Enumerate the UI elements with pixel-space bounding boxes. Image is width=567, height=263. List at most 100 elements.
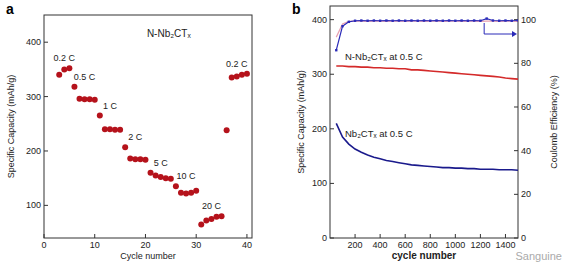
- x-tick-label: 30: [191, 240, 201, 250]
- y-tick: [330, 183, 334, 184]
- point: [239, 72, 245, 78]
- plot-frame: [44, 15, 252, 238]
- point: [492, 19, 494, 21]
- point: [224, 127, 230, 133]
- point: [404, 20, 406, 22]
- x-tick: [145, 234, 146, 238]
- y-tick-label: 200: [312, 124, 327, 134]
- y2-tick: [514, 150, 518, 151]
- point: [341, 25, 343, 27]
- point: [460, 19, 462, 21]
- point: [219, 213, 225, 219]
- point: [517, 19, 518, 21]
- x-tick: [246, 234, 247, 238]
- x-tick: [480, 234, 481, 238]
- series-label: Nb₂CTₓ at 0.5 C: [345, 128, 413, 139]
- point: [244, 71, 250, 77]
- point: [366, 20, 368, 22]
- point: [158, 174, 164, 180]
- point: [498, 20, 500, 22]
- point: [213, 214, 219, 220]
- point: [391, 20, 393, 22]
- rate-label: 5 C: [154, 158, 169, 168]
- rate-label: 0.2 C: [54, 53, 76, 63]
- axis-arrowhead: [512, 31, 517, 37]
- y2-tick-label: 60: [521, 102, 531, 112]
- x-tick: [94, 234, 95, 238]
- point: [354, 20, 356, 22]
- y2-tick: [514, 238, 518, 239]
- point: [467, 20, 469, 22]
- y-tick-label: 400: [26, 37, 41, 47]
- point: [56, 72, 62, 78]
- point: [335, 49, 337, 51]
- point: [203, 218, 209, 224]
- x-tick: [430, 234, 431, 238]
- y2-tick-label: 20: [521, 189, 531, 199]
- x-tick-label: 600: [398, 240, 413, 250]
- point: [87, 96, 93, 102]
- y-tick-label: 200: [26, 146, 41, 156]
- point: [193, 188, 199, 194]
- point: [71, 84, 77, 90]
- x-axis-title: Cycle number: [120, 251, 176, 261]
- point: [137, 156, 143, 162]
- point: [379, 20, 381, 22]
- y2-tick: [514, 106, 518, 107]
- series-line: [336, 66, 518, 79]
- y-tick: [330, 19, 334, 20]
- y2-tick: [514, 63, 518, 64]
- plot-marks: [56, 65, 250, 227]
- x-tick-label: 20: [140, 240, 150, 250]
- x-tick: [455, 234, 456, 238]
- point: [435, 19, 437, 21]
- x-axis-title: cycle number: [392, 250, 457, 261]
- y-tick: [44, 42, 48, 43]
- point: [107, 126, 113, 132]
- y-tick-label: 0: [322, 233, 327, 243]
- rate-label: 0.2 C: [226, 59, 248, 69]
- point: [229, 75, 235, 81]
- y-tick: [330, 238, 334, 239]
- point: [473, 19, 475, 21]
- x-tick-label: 1400: [495, 240, 515, 250]
- x-tick-label: 10: [90, 240, 100, 250]
- point: [479, 20, 481, 22]
- x-tick-label: 400: [373, 240, 388, 250]
- x-tick: [380, 234, 381, 238]
- point: [168, 176, 174, 182]
- point: [61, 66, 67, 72]
- y2-tick-label: 0: [521, 233, 526, 243]
- point: [348, 21, 350, 23]
- panel-label: a: [6, 1, 14, 17]
- y2-tick-label: 80: [521, 58, 531, 68]
- y-tick: [330, 74, 334, 75]
- x-tick: [196, 234, 197, 238]
- point: [442, 20, 444, 22]
- point: [163, 175, 169, 181]
- point: [142, 157, 148, 163]
- point: [234, 73, 240, 79]
- series-line: [336, 123, 518, 170]
- point: [183, 190, 189, 196]
- x-tick-label: 800: [423, 240, 438, 250]
- watermark: Sanguine: [516, 250, 563, 262]
- annotation: N-Nb₂CTₓ: [147, 28, 192, 39]
- point: [454, 20, 456, 22]
- axis-arrow: [484, 23, 514, 34]
- point: [127, 156, 133, 162]
- point: [485, 17, 487, 19]
- point: [178, 190, 184, 196]
- point: [122, 144, 128, 150]
- y-tick: [44, 96, 48, 97]
- rate-label: 20 C: [202, 201, 222, 211]
- point: [117, 127, 123, 133]
- rate-label: 10 C: [177, 171, 197, 181]
- series-line: [336, 19, 518, 51]
- y2-tick-label: 40: [521, 146, 531, 156]
- plot-frame: [330, 6, 518, 238]
- rate-label: 1 C: [103, 101, 118, 111]
- x-tick-label: 1200: [470, 240, 490, 250]
- y2-axis-title: Coulomb Efficiency (%): [549, 75, 559, 168]
- rate-label: 0.5 C: [74, 72, 96, 82]
